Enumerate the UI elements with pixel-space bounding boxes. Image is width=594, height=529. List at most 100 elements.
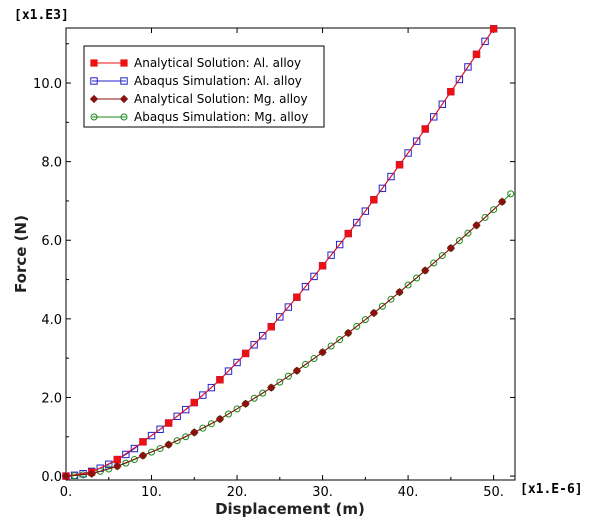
legend-marker: [120, 59, 128, 67]
data-point: [481, 213, 489, 221]
data-point: [292, 366, 302, 375]
legend-marker: [90, 59, 98, 67]
data-point: [199, 424, 207, 432]
data-point: [361, 207, 370, 215]
series-0: [62, 25, 498, 480]
data-point: [233, 358, 241, 367]
data-point: [139, 438, 147, 446]
data-point: [233, 405, 241, 413]
data-point: [404, 149, 412, 157]
y-tick-label: 4.0: [41, 313, 62, 328]
data-point: [327, 342, 335, 350]
data-point: [395, 287, 404, 297]
x-tick-label: 50.: [483, 485, 504, 500]
y-tick-label: 2.0: [41, 391, 62, 406]
data-point: [267, 383, 276, 392]
data-point: [301, 282, 310, 291]
legend-marker: [90, 113, 98, 121]
data-point: [215, 414, 225, 424]
x-tick-label: 40.: [398, 485, 419, 500]
data-point: [199, 391, 207, 399]
legend-item: Abaqus Simulation: Mg. alloy: [90, 110, 308, 124]
data-point: [241, 349, 250, 358]
series-layer: [61, 25, 515, 481]
data-point: [378, 184, 387, 193]
data-point: [361, 316, 369, 324]
data-point: [455, 237, 463, 245]
data-point: [182, 433, 190, 441]
legend-marker: [119, 94, 129, 104]
data-point: [472, 221, 481, 230]
series-line: [65, 28, 495, 477]
data-point: [387, 295, 395, 303]
data-point: [130, 456, 138, 464]
legend-label: Analytical Solution: Mg. alloy: [134, 92, 308, 106]
y-tick-label: 6.0: [41, 234, 62, 249]
data-point: [447, 88, 455, 96]
data-point: [122, 450, 130, 459]
y-multiplier-label: [x1.E3]: [14, 8, 69, 23]
series-line: [65, 193, 512, 477]
data-point: [464, 63, 472, 71]
data-point: [138, 451, 148, 460]
data-point: [164, 440, 173, 449]
data-point: [165, 419, 173, 427]
data-point: [412, 137, 421, 145]
data-point: [344, 229, 352, 238]
data-point: [421, 125, 429, 133]
data-point: [318, 262, 327, 270]
legend-item: Abaqus Simulation: Al. alloy: [90, 74, 302, 88]
legend-marker: [120, 113, 128, 121]
legend: Analytical Solution: Al. alloy Abaqus Sim…: [83, 45, 325, 128]
y-tick-label: 10.0: [33, 77, 62, 92]
legend-marker: [120, 77, 128, 85]
x-multiplier-label: [x1.E-6]: [520, 482, 583, 497]
data-point: [250, 341, 258, 349]
data-point: [293, 293, 301, 301]
data-point: [173, 437, 181, 445]
y-tick-label: 8.0: [41, 156, 62, 171]
data-point: [182, 405, 190, 414]
data-point: [207, 420, 215, 428]
data-point: [498, 197, 507, 206]
data-point: [490, 25, 498, 33]
legend-item: Analytical Solution: Al. alloy: [90, 56, 301, 70]
data-point: [490, 206, 498, 214]
y-axis: 0.0 2.0 4.0 6.0 8.0 10.0: [33, 43, 515, 485]
data-point: [421, 266, 430, 275]
data-point: [173, 412, 181, 421]
data-point: [105, 465, 113, 473]
data-point: [387, 172, 395, 181]
data-point: [224, 410, 232, 418]
data-point: [395, 161, 404, 169]
data-point: [147, 431, 156, 440]
data-point: [267, 323, 275, 331]
legend-item: Analytical Solution: Mg. alloy: [89, 92, 308, 106]
data-point: [156, 425, 164, 433]
data-point: [404, 281, 412, 289]
data-point: [301, 360, 309, 368]
data-point: [336, 336, 344, 344]
data-point: [130, 444, 139, 453]
data-point: [190, 398, 198, 407]
data-point: [61, 471, 71, 481]
data-point: [113, 455, 121, 464]
data-point: [438, 252, 446, 260]
data-point: [353, 218, 361, 227]
x-tick-label: 20.: [227, 485, 248, 500]
data-point: [105, 460, 113, 468]
data-point: [481, 37, 489, 46]
series-2: [61, 197, 507, 481]
legend-marker: [89, 94, 99, 104]
data-point: [413, 274, 421, 282]
data-point: [224, 367, 233, 375]
legend-marker: [90, 77, 98, 85]
data-point: [378, 302, 386, 310]
data-point: [327, 251, 335, 259]
data-point: [241, 399, 250, 408]
data-point: [276, 313, 284, 321]
data-point: [122, 459, 130, 467]
series-3: [62, 190, 515, 480]
data-point: [259, 389, 267, 397]
